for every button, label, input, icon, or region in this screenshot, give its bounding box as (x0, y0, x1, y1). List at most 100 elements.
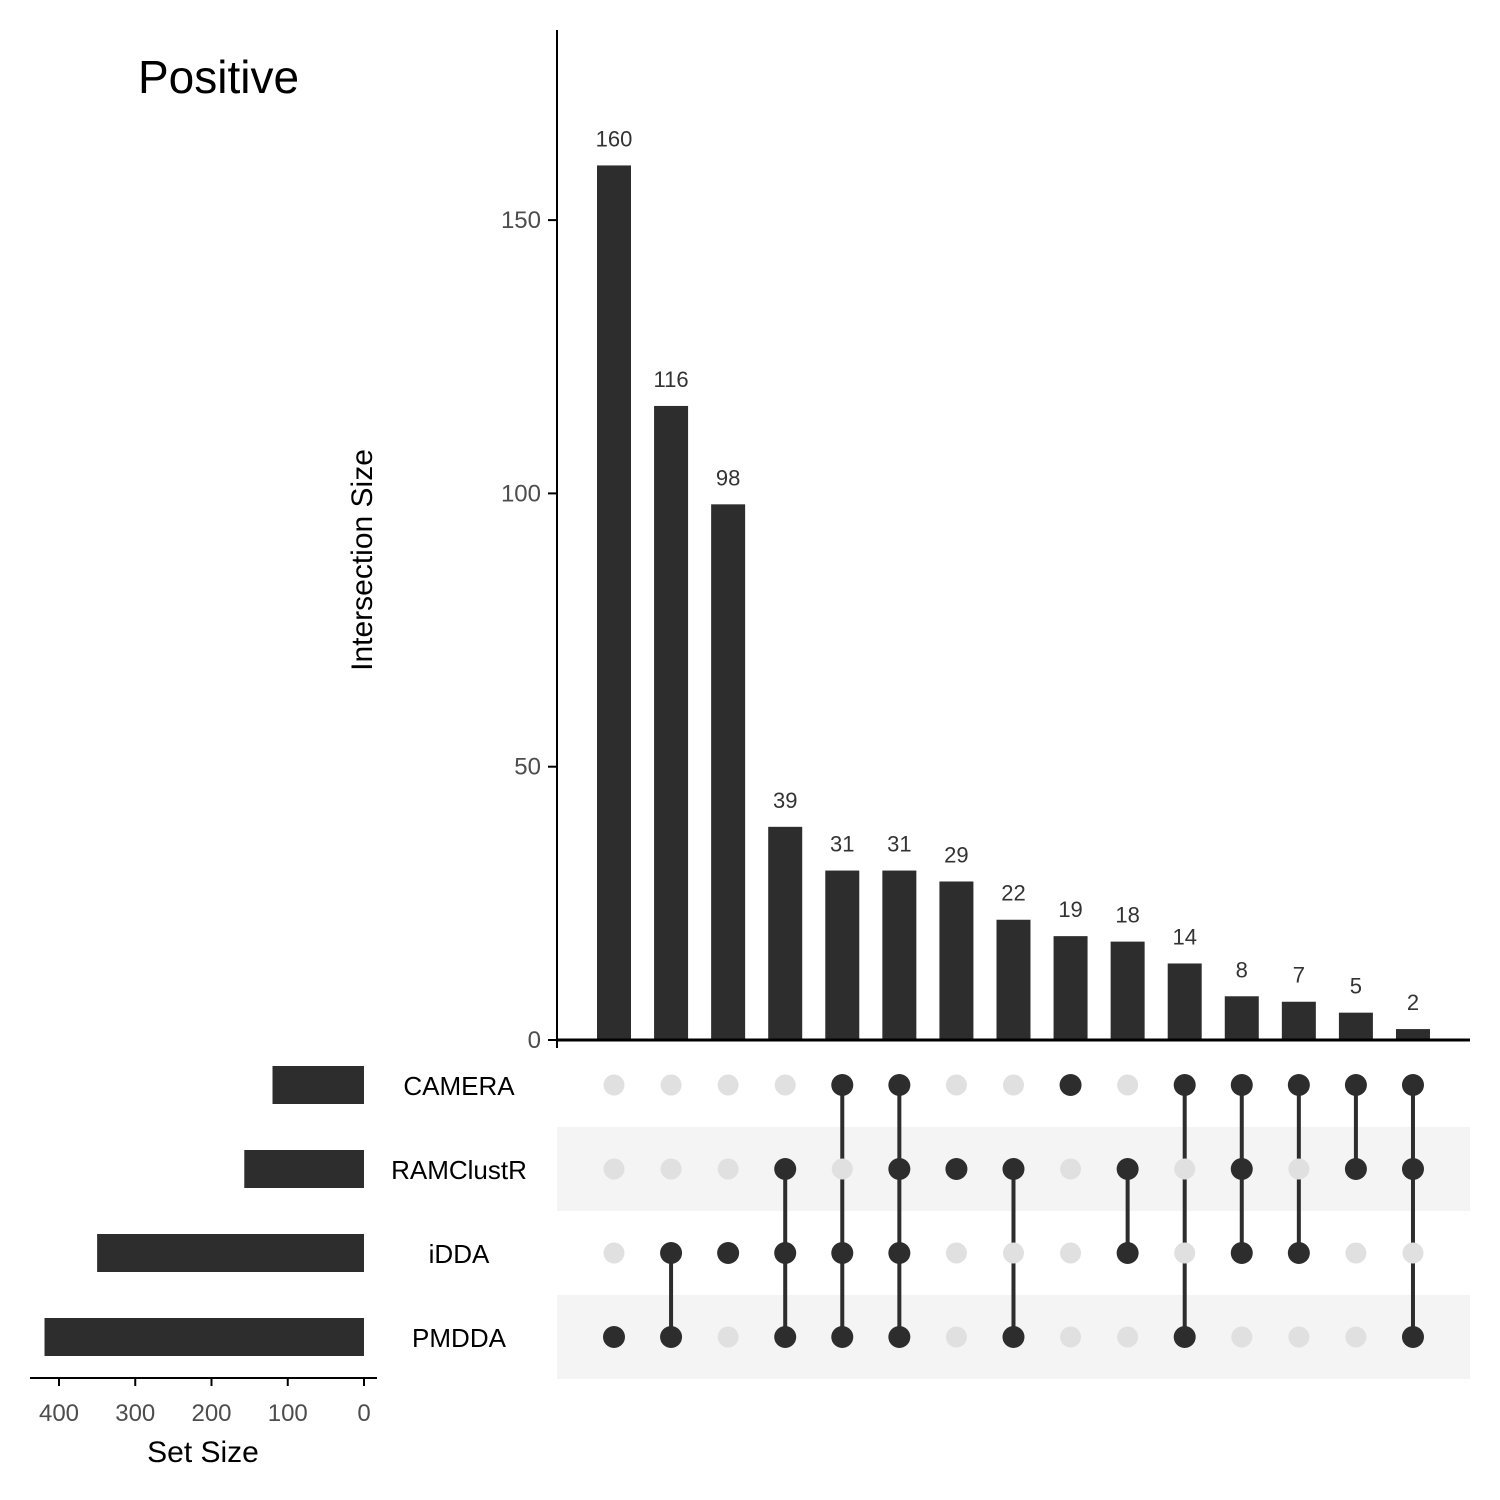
matrix-dot-inactive-2-ramclustr (660, 1158, 682, 1180)
intersection-bar-6 (882, 870, 917, 1040)
matrix-dot-active-11-pmdda (1173, 1326, 1196, 1348)
matrix-dot-active-6-camera (888, 1074, 911, 1096)
matrix-dot-active-15-ramclustr (1401, 1158, 1424, 1180)
set-label-pmdda: PMDDA (412, 1323, 507, 1353)
bar-value-label-9: 19 (1058, 897, 1082, 922)
matrix-dot-active-6-idda (888, 1242, 911, 1264)
matrix-dot-inactive-9-pmdda (1060, 1326, 1082, 1348)
matrix-dot-inactive-13-ramclustr (1288, 1158, 1310, 1180)
matrix-dot-inactive-1-ramclustr (603, 1158, 625, 1180)
bar-value-label-4: 39 (773, 788, 797, 813)
matrix-dot-active-6-pmdda (888, 1326, 911, 1348)
bar-value-label-3: 98 (716, 465, 740, 490)
intersection-bar-4 (768, 826, 803, 1040)
matrix-dot-active-10-ramclustr (1116, 1158, 1139, 1180)
set-size-bar-camera (272, 1066, 364, 1104)
matrix-dot-inactive-3-camera (717, 1074, 739, 1096)
matrix-dot-inactive-5-ramclustr (831, 1158, 853, 1180)
set-size-tick-label-300: 300 (115, 1400, 155, 1427)
matrix-dot-inactive-14-pmdda (1345, 1326, 1367, 1348)
matrix-dot-inactive-15-idda (1402, 1242, 1424, 1264)
matrix-dot-active-12-ramclustr (1230, 1158, 1253, 1180)
matrix-dot-inactive-8-idda (1002, 1242, 1024, 1264)
bar-value-label-13: 7 (1293, 963, 1305, 988)
chart-title: Positive (138, 51, 299, 103)
matrix-dot-active-12-camera (1230, 1074, 1253, 1096)
intersection-bar-3 (711, 504, 746, 1040)
matrix-dot-active-13-camera (1287, 1074, 1310, 1096)
set-labels: CAMERA RAMClustR iDDA PMDDA (391, 1071, 527, 1353)
set-size-axis: 400 300 200 100 0 (30, 1377, 377, 1427)
matrix-dot-inactive-2-camera (660, 1074, 682, 1096)
intersection-bar-15 (1395, 1029, 1430, 1040)
y-tick-label-50: 50 (514, 754, 541, 781)
y-axis-label: Intersection Size (346, 449, 379, 671)
matrix-dot-active-5-camera (831, 1074, 854, 1096)
set-size-bars (44, 1066, 364, 1356)
matrix-dot-inactive-11-idda (1174, 1242, 1196, 1264)
matrix-dot-active-4-pmdda (774, 1326, 797, 1348)
intersection-bar-11 (1167, 963, 1202, 1040)
matrix-dot-inactive-9-ramclustr (1060, 1158, 1082, 1180)
set-label-camera: CAMERA (403, 1071, 515, 1101)
intersection-bar-13 (1281, 1001, 1316, 1040)
matrix-dot-inactive-7-idda (945, 1242, 967, 1264)
set-label-idda: iDDA (429, 1239, 490, 1269)
matrix-dot-active-8-pmdda (1002, 1326, 1025, 1348)
matrix-dot-active-2-pmdda (660, 1326, 683, 1348)
intersection-bar-7 (939, 881, 974, 1040)
bar-value-label-14: 5 (1350, 974, 1362, 999)
matrix-dot-active-11-camera (1173, 1074, 1196, 1096)
intersection-bar-9 (1053, 936, 1088, 1040)
matrix-dot-active-14-camera (1344, 1074, 1367, 1096)
set-size-tick-label-100: 100 (268, 1400, 308, 1427)
bar-value-label-1: 160 (596, 126, 633, 151)
intersection-bar-12 (1224, 996, 1259, 1040)
set-size-axis-label: Set Size (147, 1436, 259, 1469)
set-size-tick-label-400: 400 (39, 1400, 79, 1427)
set-size-tick-label-0: 0 (357, 1400, 370, 1427)
bar-value-label-10: 18 (1115, 903, 1139, 928)
matrix-dot-active-13-idda (1287, 1242, 1310, 1264)
y-tick-label-100: 100 (501, 480, 541, 507)
intersection-bar-10 (1110, 941, 1145, 1040)
matrix-dot-active-6-ramclustr (888, 1158, 911, 1180)
intersection-bar-labels: 160 116 98 39 31 31 29 22 19 18 14 8 7 5 2 (596, 126, 1419, 1015)
matrix-dot-inactive-3-pmdda (717, 1326, 739, 1348)
bar-value-label-5: 31 (830, 832, 854, 857)
matrix-dot-inactive-1-camera (603, 1074, 625, 1096)
bar-value-label-6: 31 (887, 832, 911, 857)
matrix-dot-inactive-10-pmdda (1117, 1326, 1139, 1348)
matrix-dot-active-8-ramclustr (1002, 1158, 1025, 1180)
bar-value-label-2: 116 (654, 367, 689, 392)
y-tick-label-150: 150 (501, 207, 541, 234)
intersection-bar-2 (654, 405, 689, 1041)
matrix-dot-active-4-ramclustr (774, 1158, 797, 1180)
matrix-dot-inactive-13-pmdda (1288, 1326, 1310, 1348)
matrix-dot-inactive-10-camera (1117, 1074, 1139, 1096)
bar-value-label-7: 29 (944, 842, 968, 867)
intersection-axis: 0 50 100 150 (501, 30, 1470, 1054)
set-size-bar-idda (97, 1234, 364, 1272)
bar-value-label-15: 2 (1407, 990, 1419, 1015)
matrix-dot-inactive-3-ramclustr (717, 1158, 739, 1180)
matrix-dot-active-10-idda (1116, 1242, 1139, 1264)
matrix-dot-inactive-8-camera (1002, 1074, 1024, 1096)
y-tick-label-0: 0 (528, 1027, 541, 1054)
matrix-dot-inactive-11-ramclustr (1174, 1158, 1196, 1180)
matrix-dot-inactive-7-camera (945, 1074, 967, 1096)
matrix-dot-inactive-4-camera (774, 1074, 796, 1096)
intersection-bars (597, 165, 1430, 1041)
intersection-bar-8 (996, 919, 1031, 1040)
matrix-dot-inactive-14-idda (1345, 1242, 1367, 1264)
bar-value-label-8: 22 (1001, 881, 1025, 906)
intersection-bar-14 (1338, 1012, 1373, 1040)
set-label-ramclustr: RAMClustR (391, 1155, 527, 1185)
matrix-dot-active-5-pmdda (831, 1326, 854, 1348)
set-size-bar-pmdda (44, 1318, 364, 1356)
matrix-dot-inactive-12-pmdda (1231, 1326, 1253, 1348)
matrix-dot-active-4-idda (774, 1242, 797, 1264)
matrix-dot-inactive-7-pmdda (945, 1326, 967, 1348)
matrix-dot-active-14-ramclustr (1344, 1158, 1367, 1180)
